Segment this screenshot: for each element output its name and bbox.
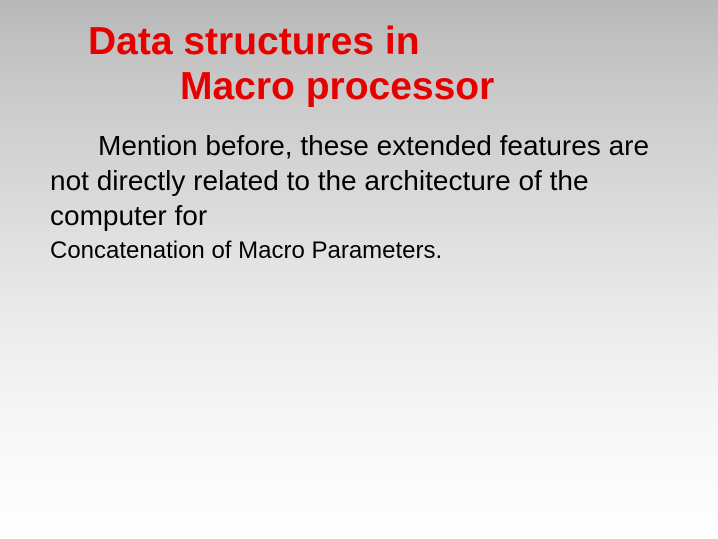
slide-sub-text: Concatenation of Macro Parameters.: [50, 235, 668, 266]
title-line-2: Macro processor: [50, 65, 668, 110]
slide-body: Mention before, these extended features …: [50, 128, 668, 233]
body-text-content: Mention before, these extended features …: [50, 130, 649, 231]
title-line-1: Data structures in: [50, 20, 668, 65]
slide-container: Data structures in Macro processor Menti…: [0, 0, 718, 266]
slide-title: Data structures in Macro processor: [50, 20, 668, 110]
